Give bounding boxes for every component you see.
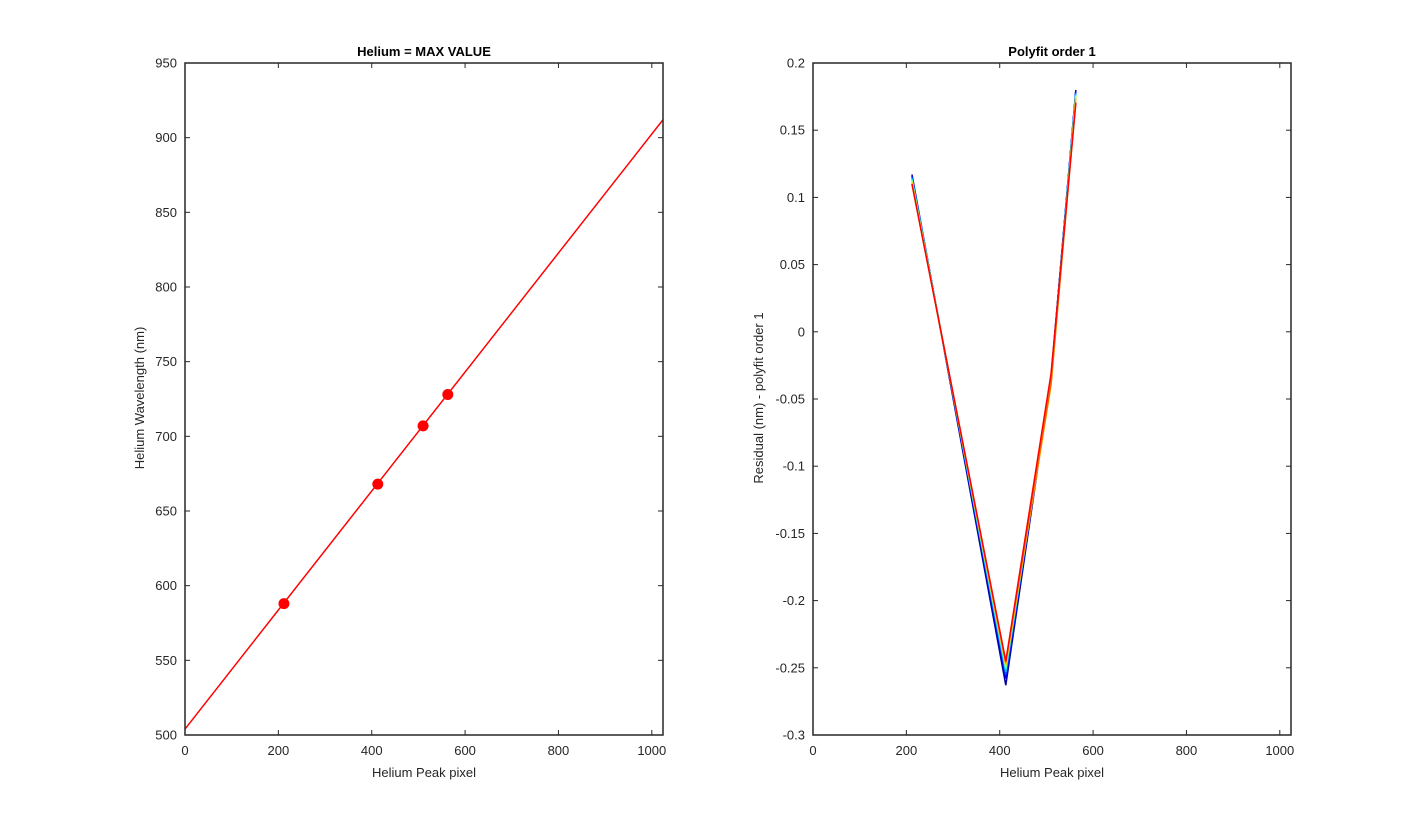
right-x-tick-label: 1000 [1265, 743, 1294, 758]
right-y-tick-label: -0.25 [775, 660, 805, 675]
left-y-tick-label: 500 [155, 728, 177, 743]
left-y-axis-label: Helium Wavelength (nm) [132, 327, 147, 470]
left-plot-area: 0 200 400 600 800 1000 500 550 600 650 700 750 800 85… [155, 56, 666, 759]
left-axes: Helium = MAX VALUE Helium Peak pixel Hel… [132, 44, 666, 780]
left-y-tick-label: 800 [155, 280, 177, 295]
right-axes: Polyfit order 1 Helium Peak pixel Residu… [751, 44, 1294, 780]
left-y-tick-label: 850 [155, 205, 177, 220]
left-axes-box [184, 62, 664, 736]
left-data-point [442, 389, 454, 401]
left-x-tick-label: 1000 [637, 743, 666, 758]
left-y-tick-label: 950 [155, 56, 177, 71]
left-x-tick-label: 400 [361, 743, 383, 758]
right-series-group [911, 89, 1077, 686]
left-data-point [372, 478, 384, 490]
right-x-tick-label: 800 [1176, 743, 1198, 758]
left-y-tick-label: 600 [155, 578, 177, 593]
right-y-tick-label: -0.1 [783, 459, 805, 474]
right-x-tick-label: 600 [1082, 743, 1104, 758]
left-y-tick-label: 550 [155, 653, 177, 668]
right-y-tick-label: -0.2 [783, 593, 805, 608]
right-x-axis-label: Helium Peak pixel [1000, 765, 1104, 780]
left-x-tick-label: 600 [454, 743, 476, 758]
right-plot-area: 0 200 400 600 800 1000 -0.3 -0.25 -0.2 -0.15 -0.1 -… [775, 56, 1294, 759]
right-x-tick-label: 400 [989, 743, 1011, 758]
right-y-tick-label: -0.15 [775, 526, 805, 541]
left-x-axis-label: Helium Peak pixel [372, 765, 476, 780]
left-data-point [417, 420, 429, 432]
right-x-tick-label: 0 [809, 743, 816, 758]
left-x-tick-label: 0 [181, 743, 188, 758]
left-data-point [278, 598, 290, 610]
left-series-group [185, 119, 663, 730]
right-y-tick-label: -0.05 [775, 392, 805, 407]
left-x-tick-label: 200 [268, 743, 290, 758]
right-y-axis-label: Residual (nm) - polyfit order 1 [751, 312, 766, 483]
right-chart-title: Polyfit order 1 [1008, 44, 1095, 59]
right-y-tick-label: -0.3 [783, 728, 805, 743]
right-x-tick-label: 200 [896, 743, 918, 758]
right-y-tick-label: 0.2 [787, 56, 805, 71]
left-y-tick-label: 900 [155, 130, 177, 145]
right-y-tick-label: 0.15 [780, 123, 805, 138]
right-series-line [911, 103, 1077, 662]
left-y-tick-label: 650 [155, 504, 177, 519]
right-y-tick-label: 0.05 [780, 257, 805, 272]
left-x-tick-label: 800 [548, 743, 570, 758]
right-y-tick-label: 0.1 [787, 190, 805, 205]
left-y-tick-label: 750 [155, 354, 177, 369]
left-y-tick-label: 700 [155, 429, 177, 444]
left-chart-title: Helium = MAX VALUE [357, 44, 491, 59]
right-y-tick-label: 0 [798, 324, 805, 339]
